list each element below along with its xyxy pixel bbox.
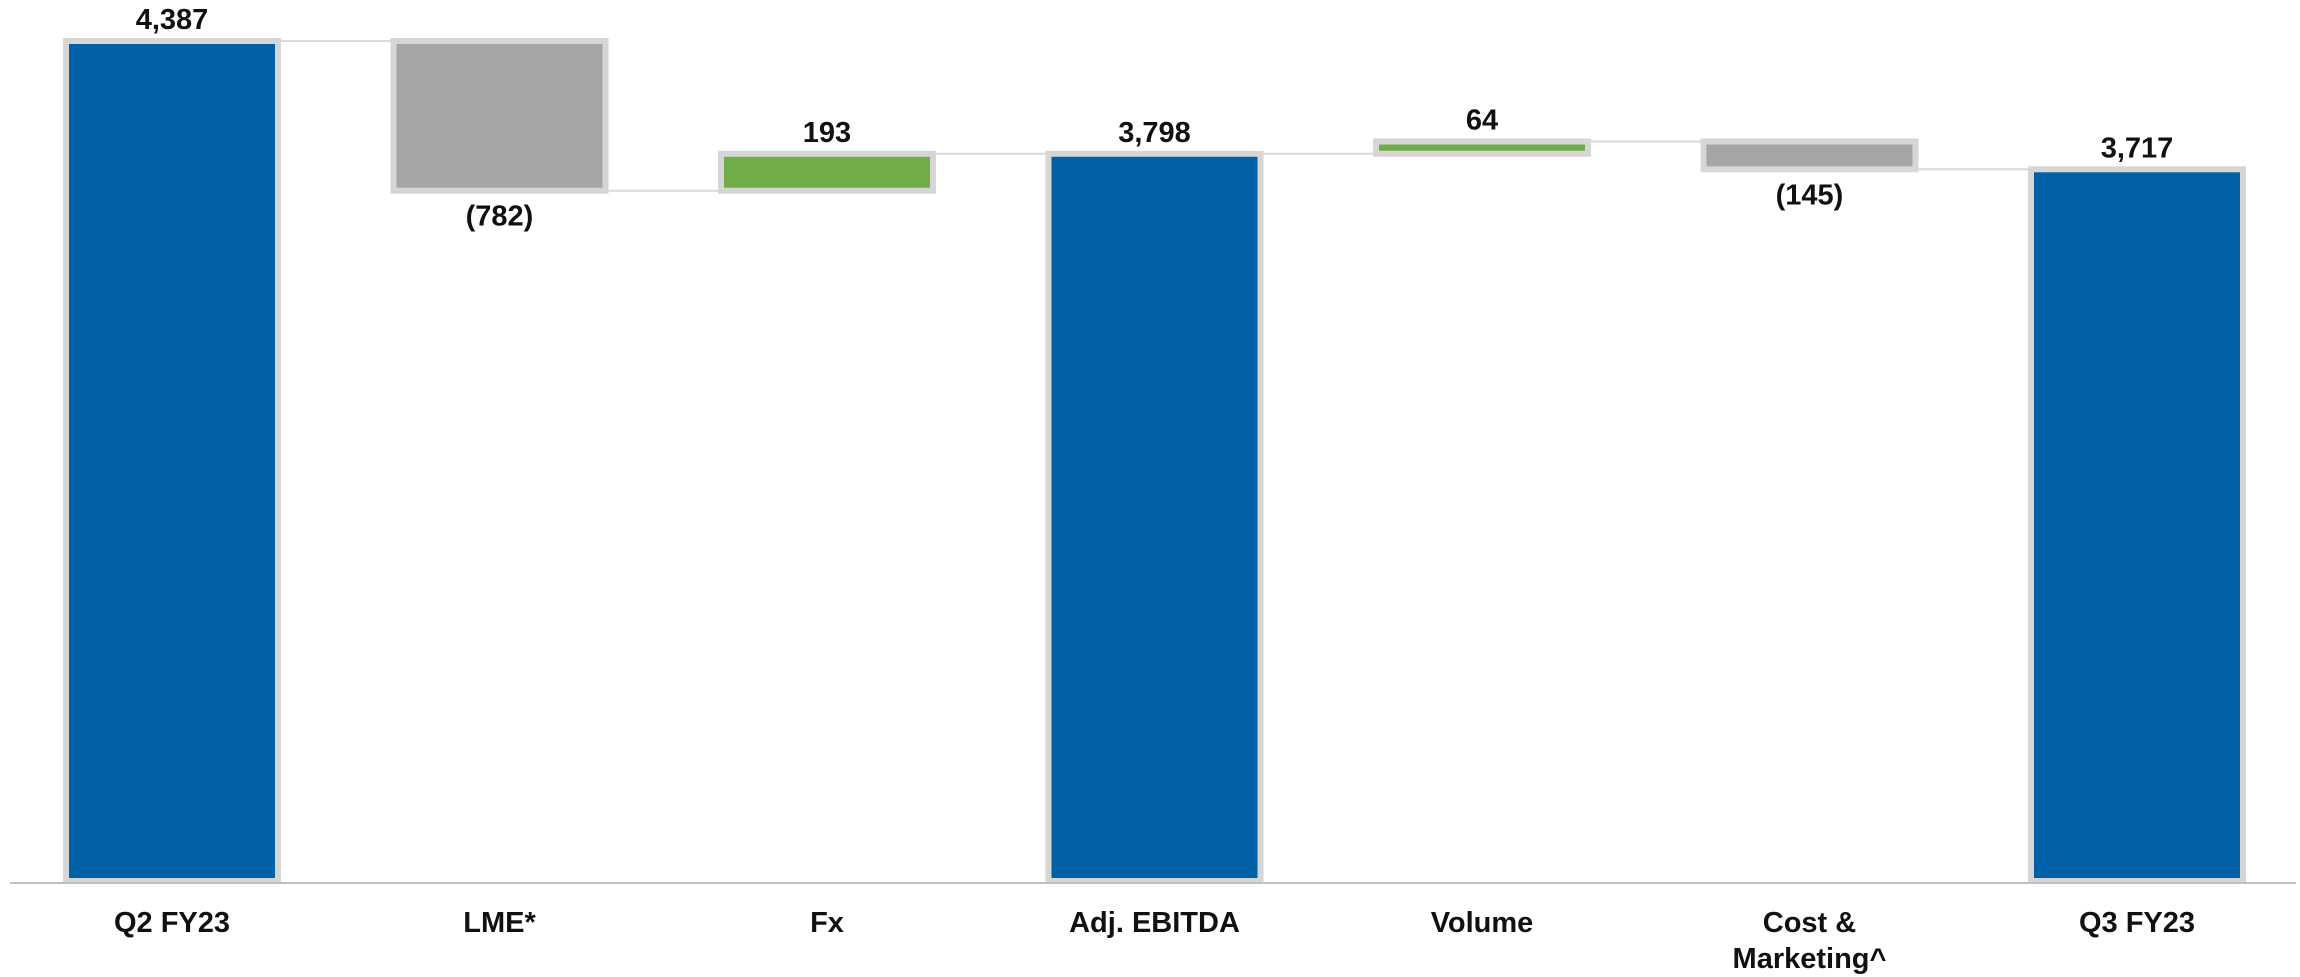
bar-adj-ebitda [1045, 150, 1264, 884]
category-label: Fx [810, 907, 844, 939]
category-label: LME* [463, 907, 536, 939]
data-label: 4,387 [136, 4, 209, 36]
data-label: (145) [1776, 179, 1844, 211]
category-label: Adj. EBITDA [1069, 907, 1240, 939]
data-label: 3,717 [2101, 132, 2174, 164]
bar-fx [718, 150, 936, 194]
data-label: 193 [803, 117, 851, 149]
bar-q2-fy23 [63, 38, 281, 884]
bars [63, 38, 2246, 884]
data-label: 64 [1466, 105, 1498, 137]
data-label: 3,798 [1118, 117, 1191, 149]
connector-lines [281, 40, 2028, 192]
bar-lme [390, 38, 609, 194]
category-label: Q2 FY23 [114, 907, 230, 939]
data-labels: 4,387 (782) 193 3,798 64 (145) 3,717 [136, 4, 2174, 233]
data-label: (782) [466, 201, 534, 233]
bar-cost-marketing [1700, 138, 1919, 173]
bar-q3-fy23 [2028, 166, 2246, 884]
category-label: Cost & [1763, 907, 1857, 939]
category-label: Q3 FY23 [2079, 907, 2195, 939]
category-label: Marketing^ [1733, 943, 1887, 975]
category-label: Volume [1431, 907, 1534, 939]
category-labels: Q2 FY23 LME* Fx Adj. EBITDA Volume Cost & Mark… [114, 907, 2195, 975]
bar-volume [1373, 138, 1591, 157]
